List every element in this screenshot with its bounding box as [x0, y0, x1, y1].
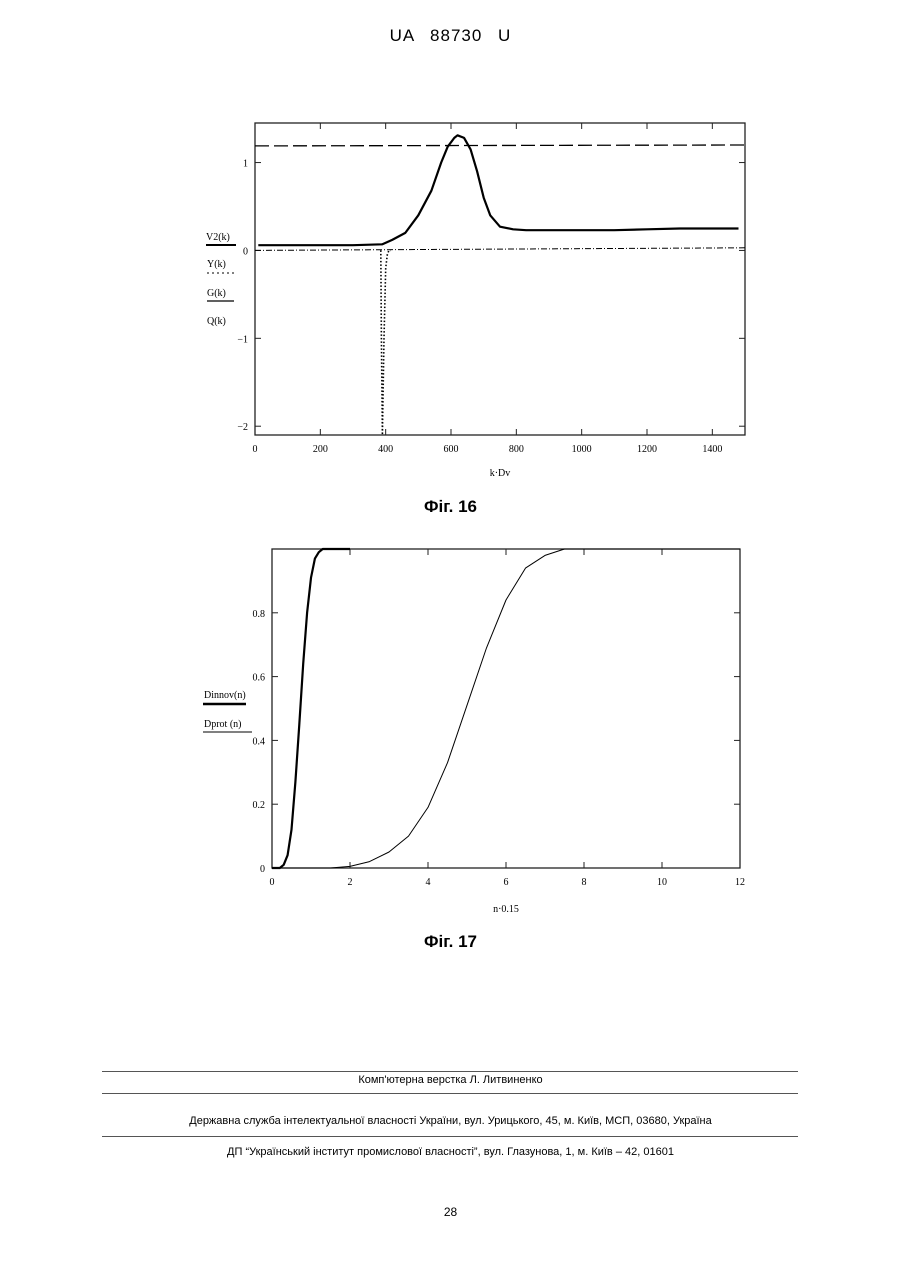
figure-17-caption: Фіг. 17 [0, 932, 901, 952]
institute-address: ДП “Український інститут промислової вла… [0, 1146, 901, 1158]
footer-rule-middle [102, 1093, 798, 1094]
page-number: 28 [0, 1205, 901, 1219]
series-group [272, 549, 740, 868]
fig17-series-line-1 [272, 549, 740, 868]
legend-label-dprot: Dprot (n) [204, 719, 242, 730]
layout-credit: Комп'ютерна верстка Л. Литвиненко [0, 1074, 901, 1086]
figure-17-chart: 0 2 4 6 8 10 12 0 0.2 0.4 0.6 0.8 n·0.15 Dinnov(n) … [0, 0, 901, 940]
fig17-y-tick-label-4: 0.8 [253, 609, 266, 620]
legend-label-dinnov: Dinnov(n) [204, 690, 246, 701]
fig17-x-tick-label-4: 8 [582, 877, 587, 888]
legend: Dinnov(n) Dprot (n) [203, 690, 252, 732]
fig17-x-tick-label-6: 12 [735, 877, 745, 888]
tick-labels: 0 2 4 6 8 10 12 0 0.2 0.4 0.6 0.8 [253, 609, 746, 888]
fig17-series-line-0 [272, 549, 350, 868]
footer-rule-bottom [102, 1136, 798, 1137]
fig17-x-tick-label-5: 10 [657, 877, 667, 888]
fig17-x-tick-label-3: 6 [504, 877, 509, 888]
agency-address: Державна служба інтелектуальної власност… [0, 1115, 901, 1127]
fig17-y-tick-label-1: 0.2 [253, 800, 266, 811]
fig17-y-tick-label-3: 0.6 [253, 673, 266, 684]
plot-frame [272, 549, 740, 868]
fig17-y-tick-label-2: 0.4 [253, 736, 266, 747]
footer-rule-top [102, 1071, 798, 1072]
x-axis-label: n·0.15 [493, 904, 519, 915]
fig17-x-tick-label-2: 4 [426, 877, 431, 888]
fig17-x-tick-label-0: 0 [270, 877, 275, 888]
fig17-y-tick-label-0: 0 [260, 864, 265, 875]
tick-marks [272, 549, 740, 868]
fig17-x-tick-label-1: 2 [348, 877, 353, 888]
